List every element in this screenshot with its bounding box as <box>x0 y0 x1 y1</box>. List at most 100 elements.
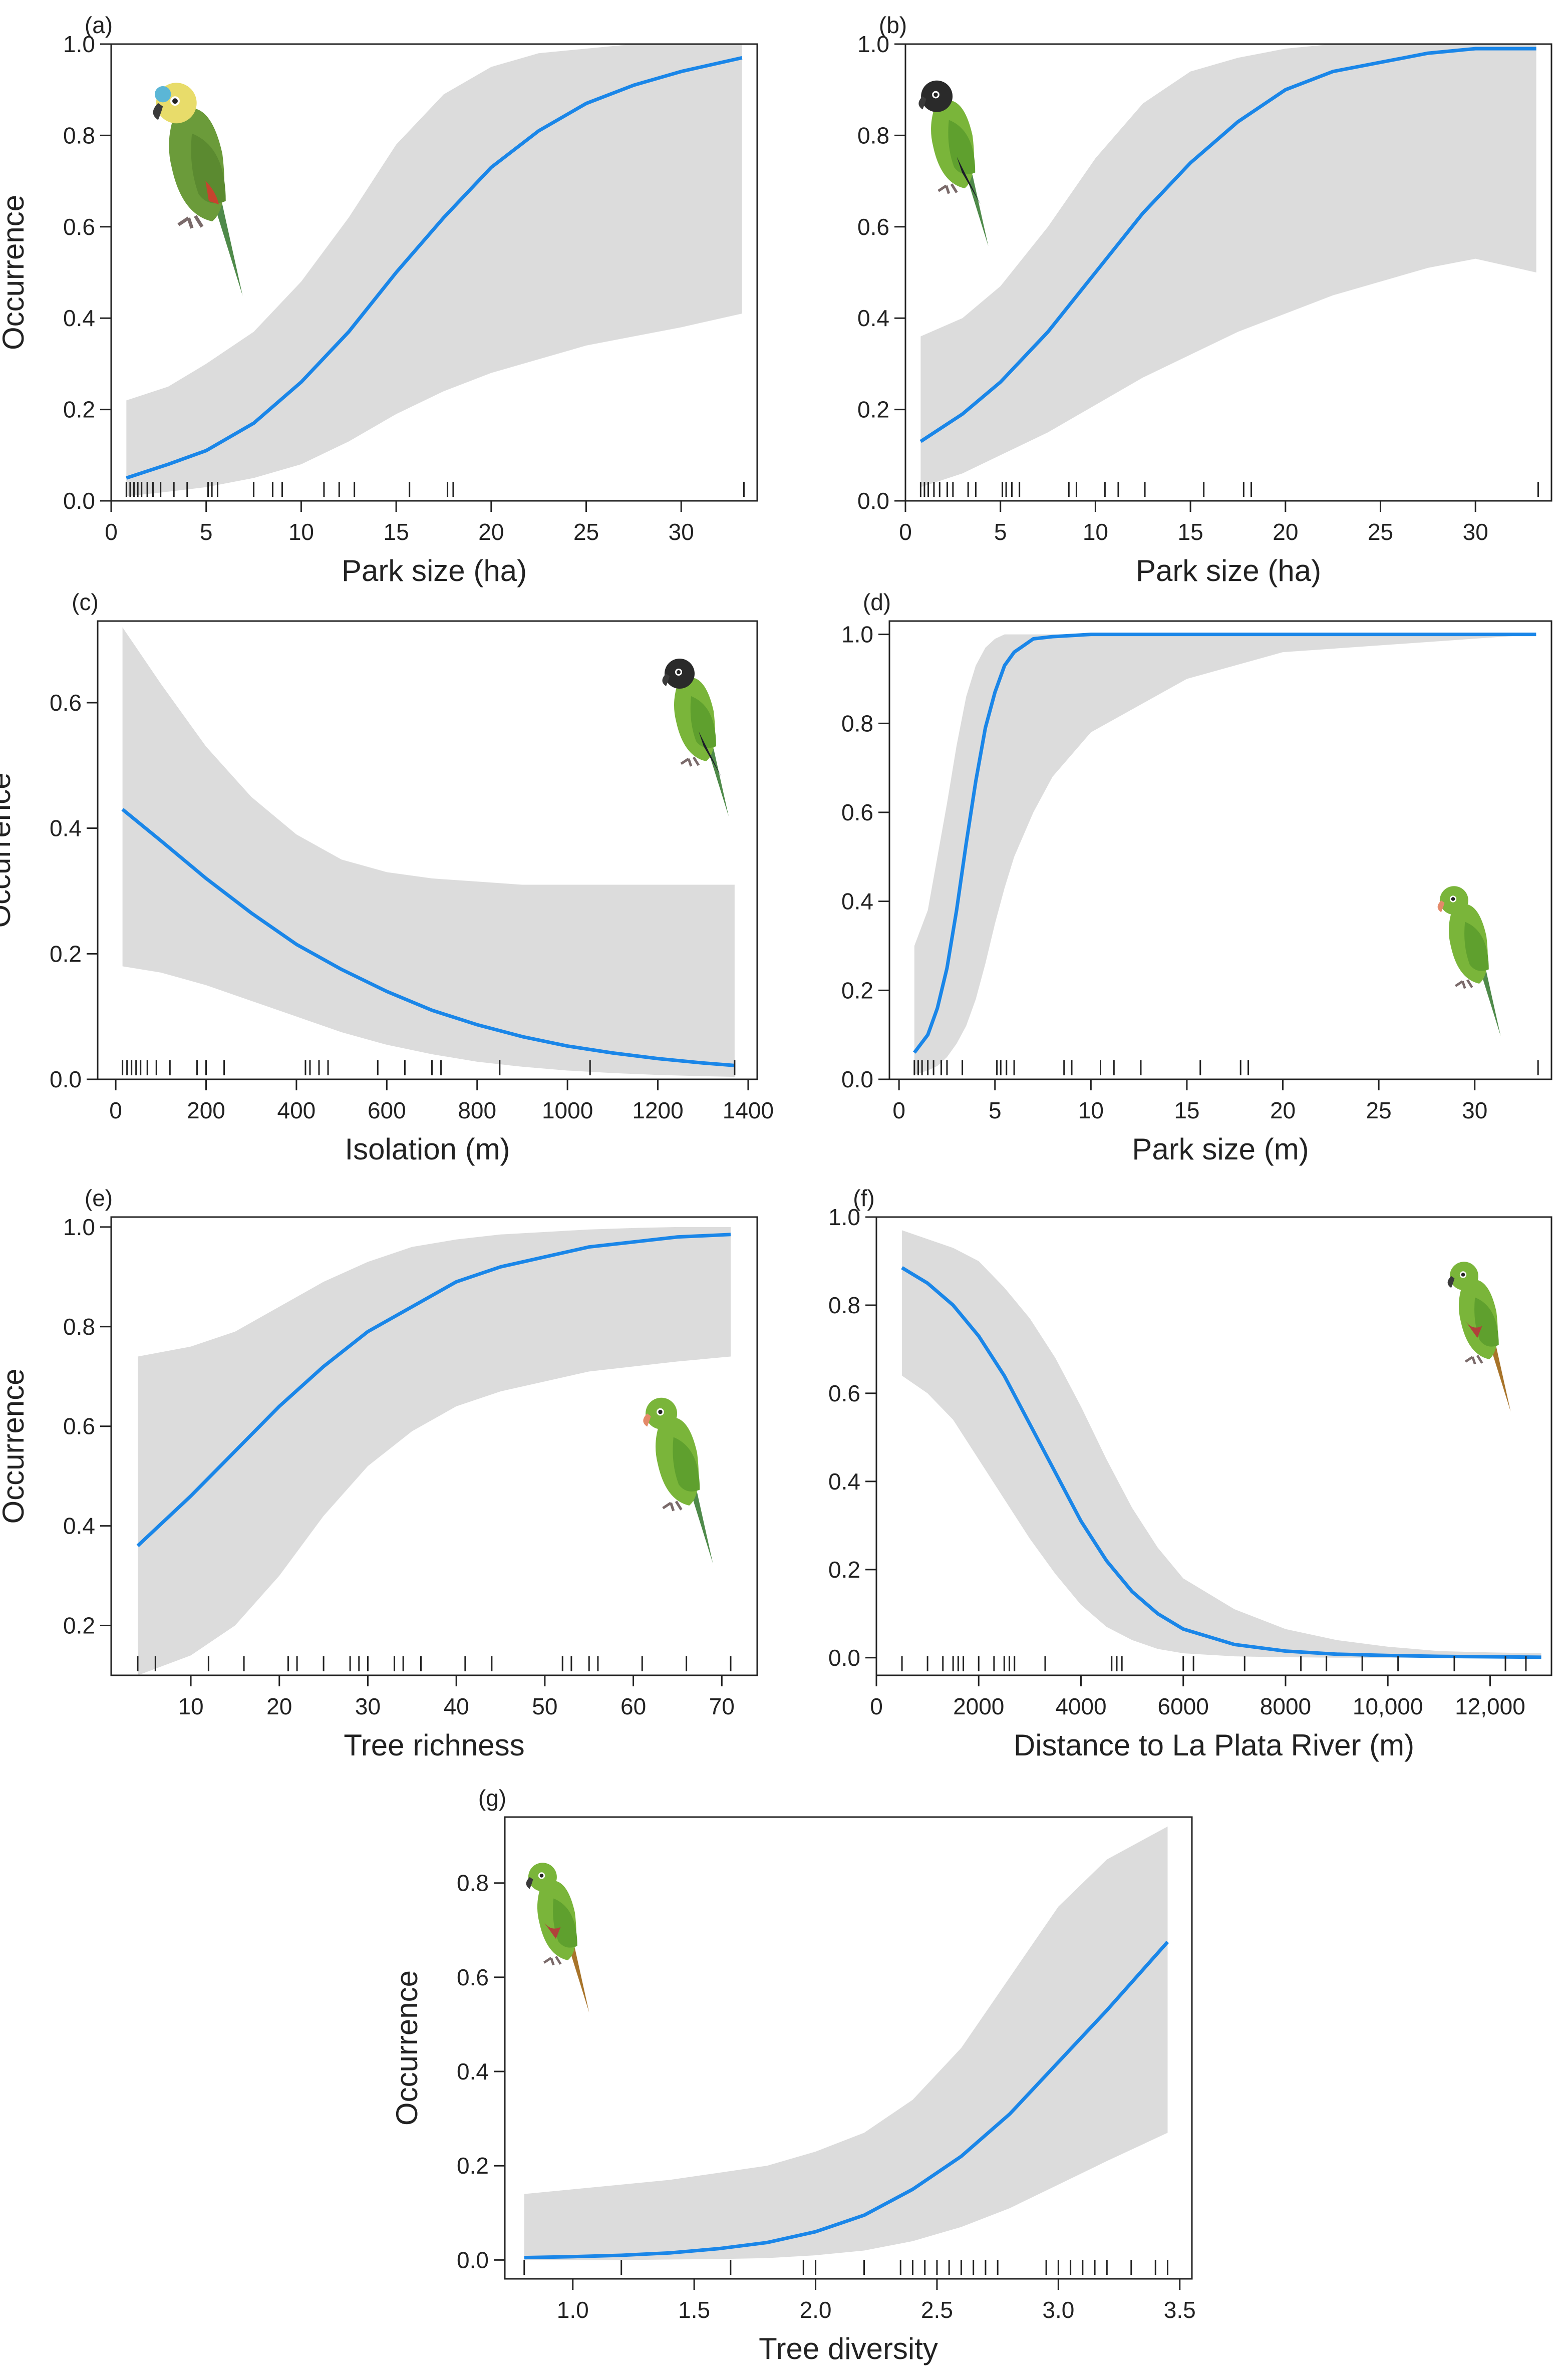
y-tick-label: 0.6 <box>50 690 82 716</box>
y-tick-label: 0.2 <box>63 397 95 423</box>
y-tick-label: 0.4 <box>857 305 889 331</box>
plot-frame <box>888 620 1552 1080</box>
fitted-curve <box>913 633 1536 1054</box>
x-tick-label: 400 <box>277 1097 316 1123</box>
y-tick-label: 0.0 <box>841 1066 873 1092</box>
rug-marks <box>913 1060 1539 1075</box>
y-tick-label: 0.4 <box>457 2058 489 2085</box>
y-tick-label: 0.2 <box>457 2153 489 2179</box>
plot-frame <box>875 1216 1552 1676</box>
x-tick-label: 15 <box>1174 1097 1199 1123</box>
y-axis-label: Occurrence <box>0 195 30 350</box>
x-tick-label: 5 <box>994 519 1007 545</box>
x-tick-label: 10,000 <box>1353 1693 1423 1719</box>
panel-b: 0 5 10 15 20 25 30 0.0 0.2 0.4 0.6 0.8 1.0 Park size … <box>857 12 1552 587</box>
x-axis-label: Park size (ha) <box>342 554 527 587</box>
x-tick-label: 600 <box>368 1097 406 1123</box>
confidence-band <box>914 634 1536 1075</box>
x-tick-label: 30 <box>1462 1097 1487 1123</box>
y-tick-label: 0.8 <box>457 1870 489 1896</box>
x-axis-label: Tree richness <box>344 1728 524 1762</box>
y-tick-label: 0.2 <box>841 977 873 1003</box>
x-axis-label: Park size (ha) <box>1136 554 1321 587</box>
y-tick-label: 0.0 <box>828 1645 860 1671</box>
y-tick-label: 0.2 <box>857 397 889 423</box>
x-tick-label: 25 <box>1368 519 1393 545</box>
panel-label: (e) <box>85 1185 113 1211</box>
y-tick-label: 1.0 <box>63 1214 95 1240</box>
plot-frame <box>504 1816 1193 2280</box>
y-tick-label: 1.0 <box>857 31 889 57</box>
rug-marks <box>122 1060 736 1075</box>
x-tick-label: 5 <box>200 519 213 545</box>
green-parakeet-icon <box>643 1397 713 1564</box>
confidence-band <box>138 1227 731 1675</box>
x-axis-label: Distance to La Plata River (m) <box>1014 1728 1414 1762</box>
fitted-curve <box>121 808 735 1067</box>
y-tick-label: 0.4 <box>63 1513 95 1539</box>
x-tick-label: 0 <box>105 519 118 545</box>
maroon-bellied-conure-icon <box>1447 1262 1511 1412</box>
y-tick-label: 0.4 <box>841 888 873 915</box>
nanday-parakeet-icon <box>918 80 989 246</box>
x-tick-label: 0 <box>109 1097 122 1123</box>
y-tick-label: 1.0 <box>841 622 873 648</box>
x-axis-label: Isolation (m) <box>345 1132 510 1166</box>
y-tick-label: 1.0 <box>828 1204 860 1230</box>
x-tick-label: 10 <box>178 1693 203 1719</box>
x-tick-label: 0 <box>899 519 912 545</box>
rug-marks <box>901 1656 1527 1671</box>
confidence-band <box>920 44 1536 487</box>
fitted-curve <box>136 1233 731 1547</box>
x-tick-label: 25 <box>573 519 599 545</box>
x-tick-label: 1.5 <box>678 2297 710 2323</box>
x-tick-label: 10 <box>288 519 314 545</box>
y-tick-label: 0.0 <box>857 488 889 514</box>
fitted-curve <box>126 56 743 480</box>
panel-label: (a) <box>85 12 113 38</box>
x-tick-label: 30 <box>1463 519 1488 545</box>
x-tick-label: 50 <box>532 1693 557 1719</box>
y-tick-label: 0.8 <box>63 122 95 148</box>
x-tick-label: 10 <box>1078 1097 1104 1123</box>
fitted-curve <box>901 1266 1541 1659</box>
rug-marks <box>137 1656 732 1671</box>
rug-marks <box>125 482 745 497</box>
fitted-curve <box>919 47 1536 443</box>
x-tick-label: 15 <box>384 519 409 545</box>
x-tick-label: 1.0 <box>557 2297 589 2323</box>
rug-marks <box>523 2260 1169 2275</box>
panel-label: (g) <box>478 1785 506 1811</box>
y-tick-label: 0.6 <box>828 1380 860 1406</box>
x-tick-label: 70 <box>709 1693 735 1719</box>
y-tick-label: 0.0 <box>457 2247 489 2273</box>
y-tick-label: 0.4 <box>63 305 95 331</box>
confidence-band <box>902 1230 1541 1658</box>
panel-label: (b) <box>879 12 907 38</box>
y-tick-label: 0.2 <box>828 1557 860 1583</box>
x-tick-label: 3.0 <box>1042 2297 1074 2323</box>
y-tick-label: 0.6 <box>857 214 889 240</box>
plot-frame <box>904 43 1552 502</box>
panel-label: (f) <box>853 1185 874 1211</box>
panel-d: 0 5 10 15 20 25 30 0.0 0.2 0.4 0.6 0.8 1.0 Park size … <box>841 589 1552 1166</box>
x-tick-label: 25 <box>1366 1097 1392 1123</box>
nanday-parakeet-icon <box>662 659 729 816</box>
x-tick-label: 20 <box>1270 1097 1296 1123</box>
y-tick-label: 0.8 <box>63 1314 95 1340</box>
y-tick-label: 0.6 <box>63 214 95 240</box>
y-axis-label: Occurrence <box>0 772 17 928</box>
panel-label: (d) <box>863 589 891 615</box>
y-tick-label: 0.8 <box>857 122 889 148</box>
blue-fronted-amazon-parrot-icon <box>153 83 243 296</box>
x-tick-label: 6000 <box>1158 1693 1209 1719</box>
x-tick-label: 20 <box>478 519 504 545</box>
confidence-band <box>524 1826 1168 2260</box>
x-tick-label: 20 <box>1273 519 1298 545</box>
y-tick-label: 0.4 <box>828 1468 860 1495</box>
y-tick-label: 0.8 <box>828 1292 860 1318</box>
x-tick-label: 8000 <box>1260 1693 1311 1719</box>
plot-frame <box>97 620 758 1080</box>
y-tick-label: 1.0 <box>63 31 95 57</box>
